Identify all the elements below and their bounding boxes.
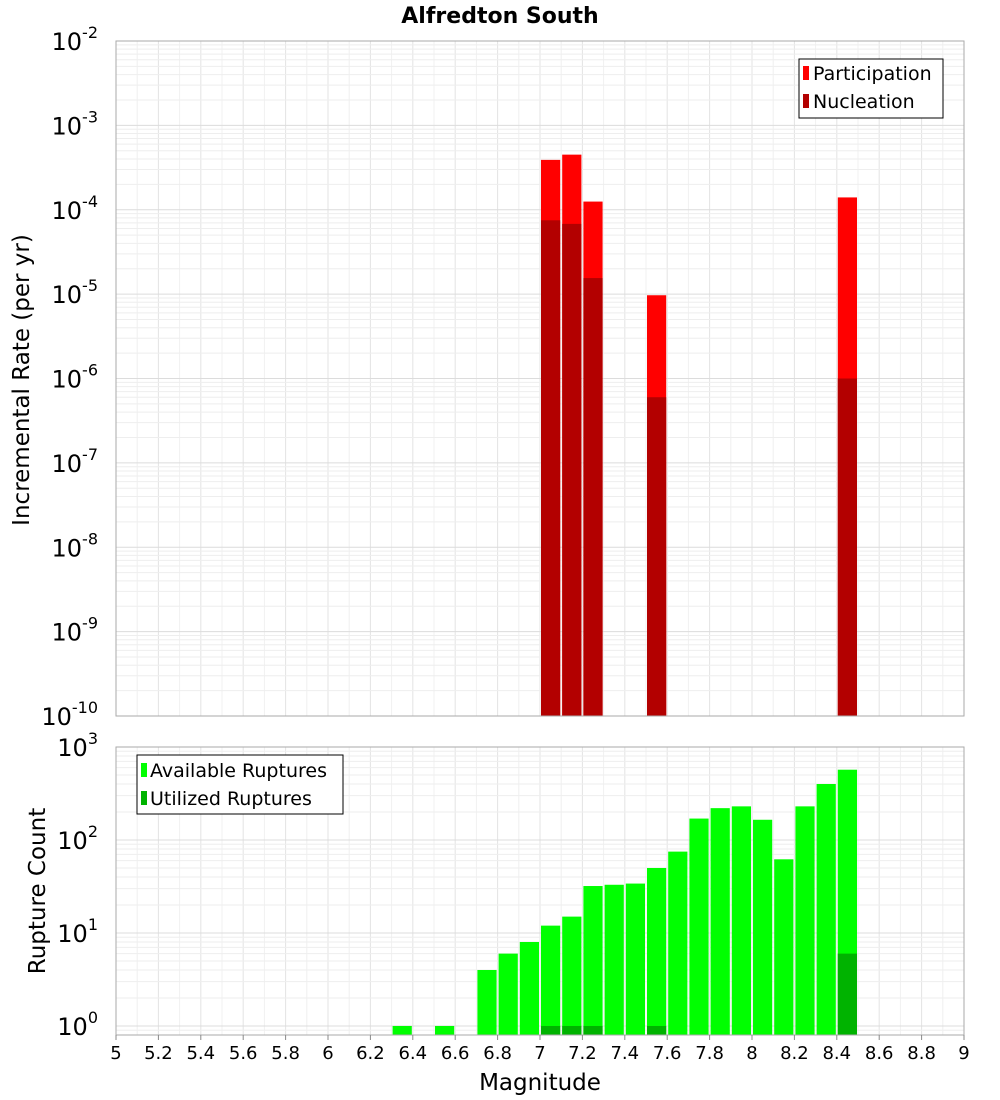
rate-bar-b — [647, 397, 667, 716]
x-tick-label: 7.6 — [653, 1043, 682, 1064]
y-tick-label: 10-9 — [52, 614, 99, 647]
y-tick-label: 10-7 — [52, 445, 99, 478]
x-tick-label: 5.4 — [186, 1043, 215, 1064]
y-tick-label: 10-10 — [41, 698, 98, 731]
x-tick-label: 6.8 — [483, 1043, 512, 1064]
x-tick-label: 6.6 — [441, 1043, 470, 1064]
top-y-axis-label: Incremental Rate (per yr) — [9, 234, 35, 526]
x-tick-labels: 5 5.2 5.4 5.6 5.8 6 6.2 6.4 6.6 6.8 7 7.2 7.4 7.6 7.8 8… — [110, 1035, 970, 1064]
y-tick-label: 10-8 — [52, 529, 99, 562]
rupture-bar-b — [541, 1025, 561, 1035]
bottom-y-axis-label: Rupture Count — [25, 808, 51, 974]
rupture-bar-a — [519, 942, 539, 1035]
legend-swatch-nucleation — [803, 94, 809, 108]
rupture-bar-a — [498, 953, 518, 1035]
x-tick-label: 8 — [746, 1043, 757, 1064]
rupture-bar-a — [562, 916, 582, 1035]
rupture-bar-a — [774, 859, 794, 1035]
x-tick-label: 8.2 — [780, 1043, 809, 1064]
rupture-bar-a — [731, 806, 751, 1035]
top-gridlines — [115, 40, 965, 717]
rupture-bar-a — [583, 886, 603, 1035]
y-tick-label: 10-6 — [52, 361, 99, 394]
legend-label-utilized: Utilized Ruptures — [150, 788, 312, 810]
legend-label-participation: Participation — [813, 63, 932, 85]
x-tick-label: 5.2 — [144, 1043, 173, 1064]
rupture-bar-b — [562, 1025, 582, 1035]
rupture-bar-a — [477, 969, 497, 1035]
y-tick-label: 10-3 — [52, 107, 99, 140]
x-tick-label: 8.4 — [822, 1043, 851, 1064]
rate-bar-b — [583, 278, 603, 716]
x-tick-label: 6 — [322, 1043, 333, 1064]
top-plot-border — [115, 40, 965, 717]
y-tick-label: 103 — [57, 729, 98, 762]
bottom-legend-box — [136, 754, 344, 815]
legend-swatch-available — [141, 763, 147, 777]
bottom-bars — [392, 769, 857, 1035]
legend-swatch-utilized — [141, 791, 147, 805]
x-tick-label: 6.4 — [398, 1043, 427, 1064]
top-y-ticks: 10-10 10-9 10-8 10-7 10-6 10-5 10-4 10-3 10-2 — [41, 23, 98, 731]
rate-bar-b — [837, 378, 857, 716]
legend-label-available: Available Ruptures — [150, 760, 327, 782]
x-tick-label: 9 — [958, 1043, 969, 1064]
rupture-bar-b — [837, 953, 857, 1035]
rupture-bar-a — [647, 867, 667, 1035]
bottom-y-ticks: 100 101 102 103 — [57, 729, 98, 1041]
x-tick-label: 5 — [110, 1043, 121, 1064]
y-tick-label: 10-4 — [52, 192, 99, 225]
x-tick-label: 5.8 — [271, 1043, 300, 1064]
x-tick-label: 8.6 — [865, 1043, 894, 1064]
y-tick-label: 100 — [57, 1008, 98, 1041]
top-legend-box — [798, 58, 944, 119]
x-tick-label: 8.8 — [907, 1043, 936, 1064]
bottom-plot: 100 101 102 103 5 5.2 5.4 5.6 5.8 6 6.2 6.4 6.6 6.8 7… — [25, 729, 970, 1096]
x-tick-label: 7.2 — [568, 1043, 597, 1064]
rupture-bar-b — [647, 1025, 667, 1035]
x-axis-label: Magnitude — [479, 1070, 601, 1096]
rupture-bar-b — [583, 1025, 603, 1035]
chart-title: Alfredton South — [401, 4, 598, 29]
rupture-bar-a — [710, 808, 730, 1035]
rupture-bar-a — [816, 784, 836, 1035]
y-tick-label: 101 — [57, 915, 98, 948]
rupture-bar-a — [668, 851, 688, 1035]
x-tick-label: 6.2 — [356, 1043, 385, 1064]
x-tick-label: 7.8 — [695, 1043, 724, 1064]
rupture-bar-a — [392, 1025, 412, 1035]
rupture-bar-a — [435, 1025, 455, 1035]
bottom-legend: Available Ruptures Utilized Ruptures — [136, 754, 344, 815]
legend-swatch-participation — [803, 66, 809, 80]
top-bars — [541, 154, 857, 717]
rupture-bar-a — [604, 884, 624, 1035]
legend-label-nucleation: Nucleation — [813, 91, 915, 113]
rate-bar-b — [541, 220, 561, 717]
x-tick-label: 7 — [534, 1043, 545, 1064]
x-tick-label: 7.4 — [610, 1043, 639, 1064]
rupture-bar-a — [541, 925, 561, 1035]
top-legend: Participation Nucleation — [798, 58, 944, 119]
rupture-bar-a — [689, 818, 709, 1035]
y-tick-label: 10-2 — [52, 23, 99, 56]
x-tick-label: 5.6 — [229, 1043, 258, 1064]
top-plot: 10-10 10-9 10-8 10-7 10-6 10-5 10-4 10-3 10-2 In… — [9, 23, 965, 731]
rupture-bar-a — [753, 819, 773, 1035]
rupture-bar-a — [625, 883, 645, 1035]
rate-bar-b — [562, 223, 582, 716]
y-tick-label: 10-5 — [52, 276, 99, 309]
y-tick-label: 102 — [57, 822, 98, 855]
rupture-bar-a — [795, 806, 815, 1035]
